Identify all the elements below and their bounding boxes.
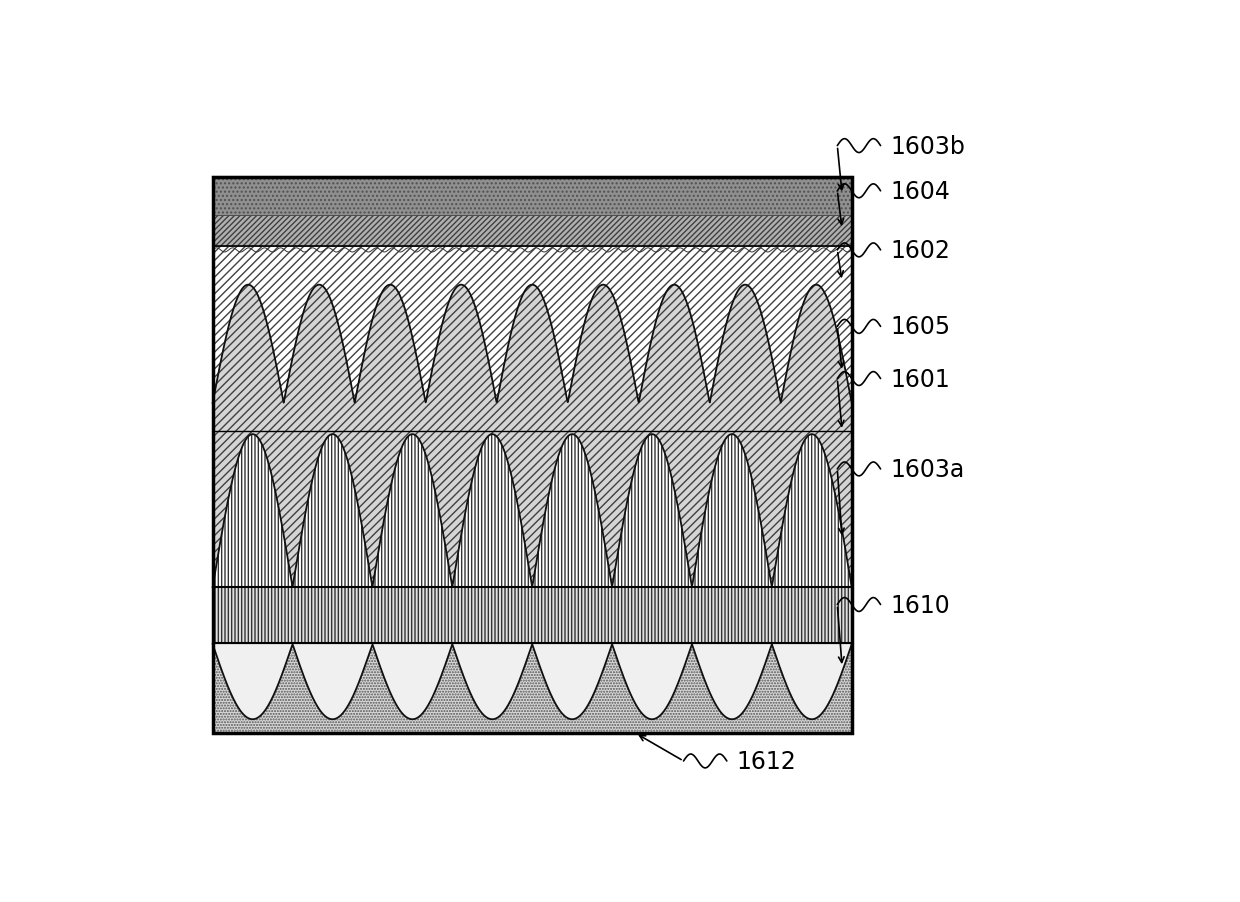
Bar bbox=[213, 178, 852, 216]
Text: 1612: 1612 bbox=[737, 750, 796, 773]
Bar bbox=[213, 216, 852, 247]
Bar bbox=[213, 643, 852, 733]
Polygon shape bbox=[213, 644, 852, 720]
Bar bbox=[213, 216, 852, 247]
Bar bbox=[213, 247, 852, 431]
Text: 1610: 1610 bbox=[890, 593, 950, 617]
Bar bbox=[213, 431, 852, 587]
Bar bbox=[213, 587, 852, 643]
Polygon shape bbox=[213, 247, 852, 403]
Bar bbox=[213, 431, 852, 587]
Bar bbox=[213, 178, 852, 216]
Text: 1605: 1605 bbox=[890, 315, 950, 339]
Polygon shape bbox=[213, 435, 852, 587]
Text: 1603a: 1603a bbox=[890, 457, 965, 482]
Text: 1604: 1604 bbox=[890, 179, 950, 204]
Text: 1601: 1601 bbox=[890, 367, 950, 391]
Bar bbox=[213, 247, 852, 431]
Bar bbox=[213, 178, 852, 733]
Text: 1602: 1602 bbox=[890, 239, 950, 262]
Bar bbox=[213, 643, 852, 733]
Text: 1603b: 1603b bbox=[890, 134, 965, 159]
Bar bbox=[213, 587, 852, 643]
